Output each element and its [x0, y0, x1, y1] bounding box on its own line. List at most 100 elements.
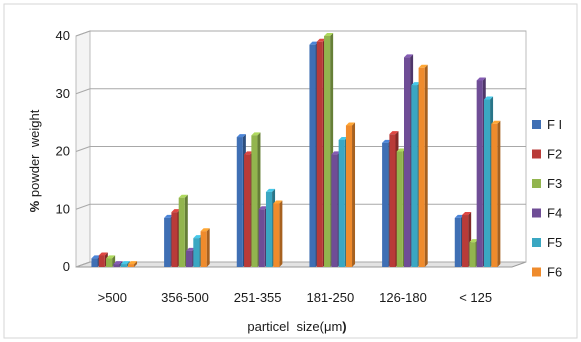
plot-area — [75, 30, 527, 268]
y-tick-label: 20 — [56, 144, 70, 159]
bar-top — [91, 255, 101, 259]
x-axis-title: particel size(μm) — [247, 319, 346, 334]
bar-front — [258, 209, 265, 267]
bar-top — [469, 239, 479, 243]
bar-top — [113, 261, 123, 265]
x-axis-title-unit: μm — [324, 319, 342, 334]
legend-label: F4 — [547, 206, 562, 221]
bar-top — [193, 235, 203, 239]
bar-side — [424, 64, 428, 267]
bar-front — [120, 264, 127, 267]
legend-label: F6 — [547, 265, 562, 280]
gridline-side — [75, 203, 91, 210]
bar-top — [120, 261, 130, 265]
bar-front — [331, 154, 338, 267]
bar-top — [418, 64, 428, 68]
legend: F I F2 F3 F4 F5 F6 — [532, 117, 562, 280]
bar — [418, 64, 428, 267]
bar-front — [236, 137, 243, 267]
bar-top — [483, 96, 494, 100]
bar-top — [331, 151, 341, 155]
bar-front — [483, 99, 491, 268]
bar-front — [178, 197, 185, 267]
x-tick-label: 356-500 — [161, 290, 209, 305]
x-tick-label: 126-180 — [379, 290, 427, 305]
legend-label: F I — [547, 117, 562, 132]
bar-side — [352, 122, 356, 267]
bar-front — [454, 217, 461, 267]
bar-front — [418, 67, 425, 267]
bar-side — [279, 200, 283, 267]
bar-front — [251, 135, 258, 267]
bar-front — [338, 139, 345, 267]
bar — [178, 194, 188, 267]
gridline-side — [75, 146, 91, 152]
bar-side — [497, 120, 501, 267]
y-axis-title: % powder weight — [27, 109, 42, 212]
bar-top — [324, 33, 334, 36]
x-axis-title-close: ) — [342, 319, 346, 334]
legend-swatch — [532, 120, 541, 129]
bar-front — [273, 203, 280, 267]
x-tick-label: 181-250 — [306, 290, 354, 305]
bar-front — [382, 142, 389, 267]
bar-front — [98, 255, 105, 267]
y-axis-title-text: powder weight — [27, 109, 42, 200]
bar-front — [200, 231, 207, 267]
bar-side — [206, 228, 210, 267]
gridline-side — [75, 261, 91, 268]
bar-front — [113, 264, 120, 267]
bar-top — [178, 194, 188, 198]
bar-top — [389, 131, 399, 135]
legend-swatch — [532, 149, 541, 159]
bar-top — [265, 188, 276, 192]
bar-side — [184, 194, 188, 267]
bar-front — [265, 191, 273, 267]
legend-swatch — [532, 179, 541, 188]
bar-top — [186, 247, 196, 251]
bar-front — [469, 242, 476, 267]
bar-top — [454, 214, 464, 218]
bar-top — [258, 206, 268, 210]
bar-front — [127, 264, 135, 267]
bar-top — [251, 132, 261, 136]
legend-label: F5 — [547, 235, 562, 250]
bar-top — [396, 148, 406, 152]
legend-swatch — [532, 208, 541, 218]
bar-front — [462, 215, 469, 267]
bar-top — [345, 122, 356, 126]
bar-front — [309, 44, 316, 267]
gridline-side — [75, 30, 91, 37]
bar-top — [338, 136, 348, 140]
bar-front — [164, 217, 171, 267]
legend-swatch — [532, 267, 541, 277]
legend-swatch — [532, 238, 541, 247]
bar-front — [411, 85, 418, 268]
bar-front — [316, 41, 323, 268]
bar-front — [193, 238, 200, 267]
x-tick-label: 251-355 — [234, 290, 282, 305]
x-axis-ticks: >500 356-500 251-355 181-250 126-180 < 125 — [98, 290, 492, 305]
bar-top — [164, 214, 174, 218]
bar-top — [171, 209, 181, 213]
gridline-side — [75, 88, 91, 95]
bar-front — [171, 212, 178, 267]
bar-top — [98, 252, 108, 256]
bar — [200, 228, 210, 267]
bar-top — [106, 255, 116, 259]
bar-front — [491, 123, 498, 267]
bar — [127, 261, 138, 267]
bar-front — [396, 151, 403, 267]
y-axis-ticks: 0 10 20 30 40 — [56, 28, 70, 274]
bar-front — [244, 154, 251, 267]
bar — [491, 120, 501, 267]
bar-front — [404, 57, 411, 268]
bar-front — [91, 258, 98, 267]
bar-top — [273, 200, 283, 204]
x-tick-label: >500 — [98, 290, 127, 305]
bar-front — [476, 80, 483, 267]
y-tick-label: 0 — [63, 259, 70, 274]
y-tick-label: 10 — [56, 201, 70, 216]
bar-top — [200, 228, 210, 232]
